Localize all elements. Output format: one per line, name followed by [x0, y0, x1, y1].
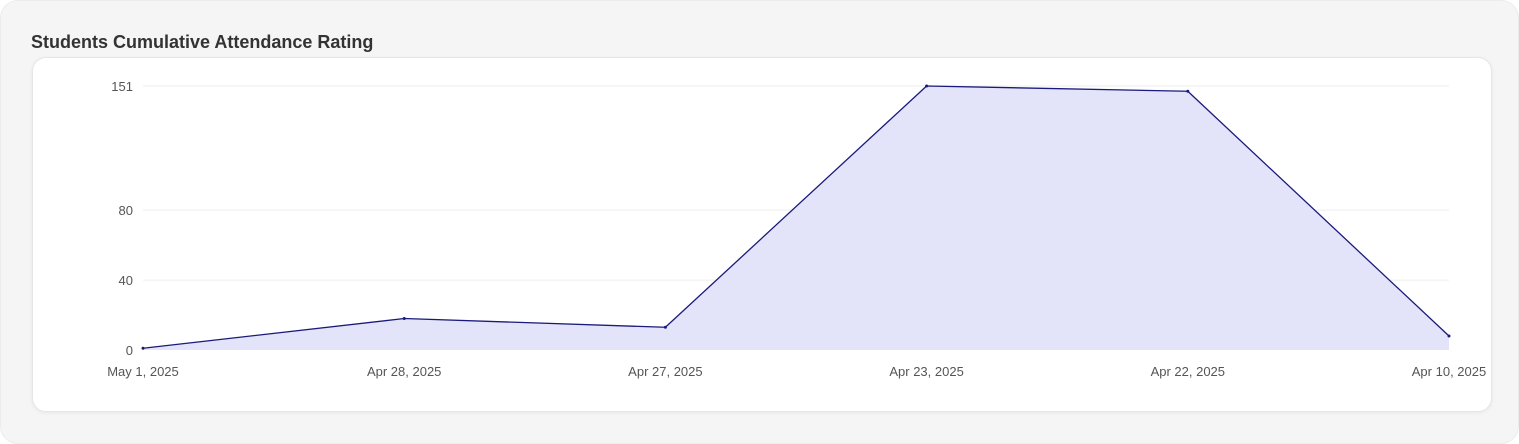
x-tick-label: Apr 23, 2025	[889, 364, 963, 379]
series-line	[142, 85, 1450, 349]
x-tick-label: May 1, 2025	[107, 364, 179, 379]
y-tick-label: 40	[119, 273, 133, 288]
x-tick-label: Apr 27, 2025	[628, 364, 702, 379]
data-point-5	[1447, 334, 1451, 338]
attendance-area-chart: 0 40 80 151 May 1, 2025 Apr 28, 2025 Apr 27, 2…	[107, 79, 1486, 379]
data-point-2	[663, 325, 667, 329]
data-point-0	[141, 346, 145, 350]
series-area	[143, 86, 1449, 350]
y-tick-label: 80	[119, 203, 133, 218]
x-tick-label: Apr 28, 2025	[367, 364, 441, 379]
y-tick-label: 151	[111, 79, 133, 94]
x-tick-label: Apr 22, 2025	[1151, 364, 1225, 379]
y-tick-label: 0	[126, 343, 133, 358]
x-tick-label: Apr 10, 2025	[1412, 364, 1486, 379]
panel-title: Students Cumulative Attendance Rating	[31, 32, 374, 52]
data-point-1	[402, 317, 406, 321]
data-point-3	[925, 84, 929, 88]
data-point-4	[1186, 89, 1190, 93]
chart-card: 0 40 80 151 May 1, 2025 Apr 28, 2025 Apr 27, 2…	[32, 57, 1492, 412]
